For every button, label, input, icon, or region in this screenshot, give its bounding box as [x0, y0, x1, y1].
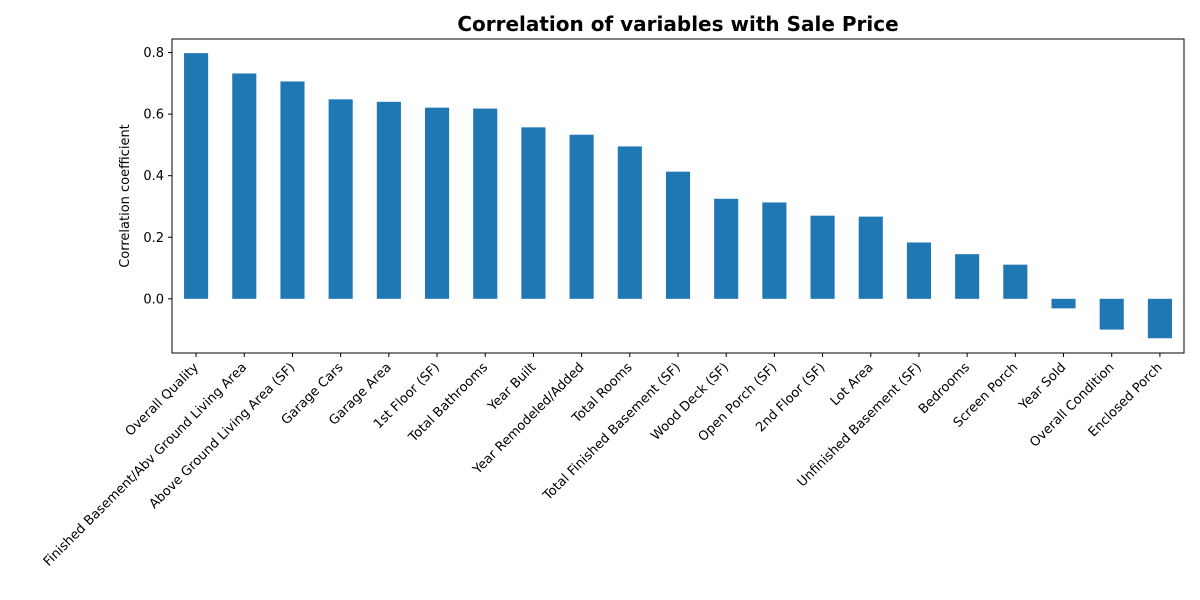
bars-layer	[184, 53, 1172, 339]
bar	[1147, 298, 1172, 339]
bar	[425, 107, 450, 299]
y-tick-label: 0.8	[143, 46, 164, 61]
bar	[184, 53, 209, 299]
bar	[521, 127, 546, 299]
bar	[955, 254, 980, 299]
y-axis-label: Correlation coefficient	[118, 124, 133, 268]
bar	[569, 134, 594, 299]
bar	[1051, 298, 1076, 309]
x-tick-label: Overall Condition	[1027, 360, 1117, 450]
bar	[232, 73, 257, 299]
y-tick-label: 0.6	[143, 108, 164, 123]
bar	[1003, 264, 1028, 299]
bar	[810, 215, 835, 299]
bar	[1099, 298, 1124, 330]
bar	[473, 108, 498, 299]
y-tick-label: 0.2	[143, 231, 164, 246]
bar	[714, 198, 739, 299]
y-axis: 0.0 0.2 0.4 0.6 0.8	[143, 46, 172, 307]
bar	[376, 101, 401, 299]
bar	[665, 171, 691, 299]
y-tick-label: 0.0	[143, 292, 164, 307]
bar	[762, 202, 787, 299]
bar	[617, 146, 642, 299]
bar	[328, 99, 353, 299]
bar	[858, 216, 883, 299]
chart-title: Correlation of variables with Sale Price	[457, 12, 899, 36]
bar	[906, 242, 931, 299]
x-tick-label: Lot Area	[828, 360, 877, 409]
bar	[280, 81, 305, 299]
y-tick-label: 0.4	[143, 169, 164, 184]
x-tick-label: Finished Basement/Abv Ground Living Area	[41, 360, 250, 569]
